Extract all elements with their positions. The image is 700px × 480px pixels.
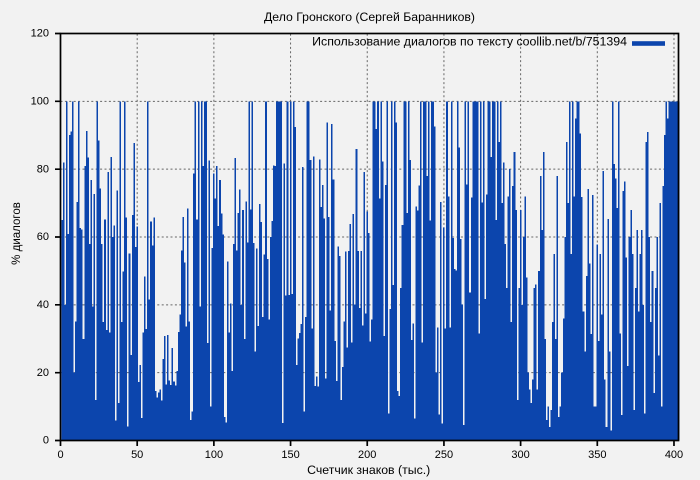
svg-text:80: 80 [37,163,49,175]
svg-text:% диалогов: % диалогов [11,202,23,265]
svg-text:150: 150 [281,449,299,461]
svg-text:Дело Гронского (Сергей Баранни: Дело Гронского (Сергей Баранников) [264,10,475,24]
svg-text:300: 300 [511,449,529,461]
svg-text:0: 0 [57,449,63,461]
svg-text:250: 250 [435,449,453,461]
svg-text:50: 50 [131,449,143,461]
svg-text:400: 400 [665,449,683,461]
svg-text:120: 120 [31,28,49,40]
svg-text:60: 60 [37,231,49,243]
svg-text:100: 100 [205,449,223,461]
svg-text:20: 20 [37,367,49,379]
svg-text:0: 0 [43,435,49,447]
svg-text:350: 350 [588,449,606,461]
svg-text:Использование диалогов по текс: Использование диалогов по тексту coollib… [312,35,627,49]
svg-text:Счетчик знаков (тыс.): Счетчик знаков (тыс.) [307,463,430,477]
svg-text:40: 40 [37,299,49,311]
svg-text:200: 200 [358,449,376,461]
svg-text:100: 100 [31,96,49,108]
